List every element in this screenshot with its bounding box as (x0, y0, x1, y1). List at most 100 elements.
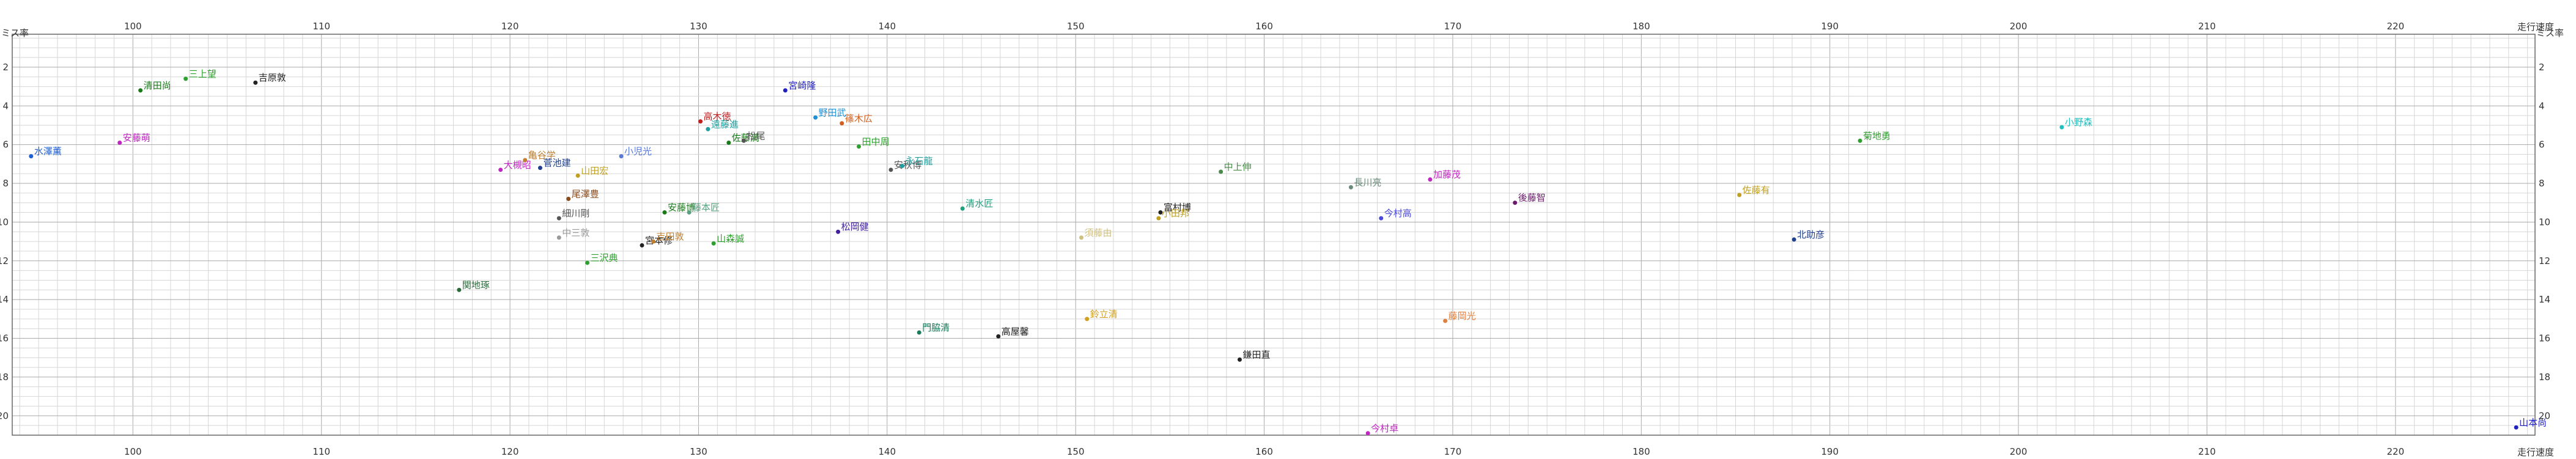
x-tick-label: 140 (879, 446, 896, 457)
x-tick-label: 150 (1067, 21, 1085, 32)
data-point (556, 216, 561, 221)
data-point (1858, 138, 1862, 143)
data-point-label: 高屋馨 (1002, 326, 1029, 337)
data-point-label: 三上望 (189, 68, 216, 79)
data-point (741, 138, 746, 143)
data-point-label: 篠木広 (845, 113, 873, 124)
y-axis-left-ticks: 2 4 6 8 10 12 14 16 18 20 (0, 62, 9, 421)
data-point-label: 永石龍 (906, 155, 933, 166)
x-axis-title-bottom: 走行速度 (2517, 447, 2554, 458)
data-point (457, 287, 462, 292)
data-point (498, 167, 503, 172)
chart-grid (12, 34, 2535, 436)
data-point-label: 尾澤豊 (572, 188, 599, 199)
data-point (117, 140, 122, 145)
data-point-label: 田中周 (862, 136, 890, 147)
y-tick-label: 2 (2, 62, 9, 73)
data-point-label: 清水匠 (965, 198, 993, 209)
data-point (1079, 235, 1083, 240)
data-point-label: 水澤薫 (34, 146, 62, 157)
data-point (1237, 357, 1242, 362)
data-point (783, 88, 788, 93)
x-tick-label: 180 (1633, 446, 1650, 457)
data-point-label: 中三敦 (562, 227, 589, 238)
data-point (857, 144, 862, 149)
y-tick-label: 20 (0, 410, 9, 421)
x-tick-label: 160 (1255, 21, 1273, 32)
data-point-label: 山森誠 (717, 233, 744, 244)
y-axis-title-right: ミス率 (2536, 28, 2564, 39)
data-point-label: 北助彦 (1797, 229, 1825, 240)
data-point (726, 140, 731, 145)
y-tick-label: 12 (0, 255, 9, 266)
data-point (996, 334, 1001, 339)
data-point-label: 佐藤有 (1743, 185, 1770, 196)
x-tick-label: 130 (690, 446, 707, 457)
data-point-label: 関地琢 (462, 279, 490, 290)
data-point-label: 門脇清 (922, 322, 950, 333)
y-tick-label: 16 (0, 333, 9, 344)
y-tick-label: 18 (0, 372, 9, 383)
data-point (1737, 193, 1742, 197)
data-point (706, 127, 710, 131)
data-point-label: 宮本修 (645, 235, 673, 246)
y-tick-label: 8 (2, 178, 9, 189)
data-point-label: 安藤萌 (123, 132, 150, 143)
data-point (1792, 237, 1796, 242)
y-tick-label: 2 (2539, 62, 2545, 73)
data-point (523, 158, 528, 163)
y-tick-label: 10 (0, 216, 9, 227)
y-tick-label: 14 (0, 294, 9, 305)
data-point-label: 後藤智 (1518, 193, 1546, 204)
data-point-label: 今村高 (1384, 208, 1412, 219)
data-point-label: 吉田敦 (656, 231, 684, 242)
x-tick-label: 100 (124, 21, 142, 32)
data-point-label: 今村卓 (1371, 423, 1398, 434)
data-point-label: 山田宏 (581, 165, 608, 176)
x-tick-label: 200 (2010, 446, 2028, 457)
data-point-label: 須藤由 (1084, 227, 1112, 238)
data-point-label: 小野森 (2065, 117, 2092, 128)
data-point (1379, 216, 1384, 221)
data-point-label: 宮崎隆 (788, 80, 816, 91)
data-point-label: 加藤茂 (1433, 169, 1461, 180)
data-point (888, 167, 893, 172)
data-point-label: 三沢典 (591, 252, 618, 263)
data-point (1513, 200, 1518, 205)
x-tick-label: 200 (2010, 21, 2028, 32)
y-tick-label: 20 (2539, 410, 2550, 421)
x-axis-title-top: 走行速度 (2517, 21, 2554, 32)
y-tick-label: 4 (2539, 100, 2545, 111)
x-tick-label: 110 (312, 446, 330, 457)
y-tick-label: 12 (2539, 255, 2550, 266)
data-point (253, 80, 258, 85)
y-tick-label: 8 (2539, 178, 2545, 189)
data-point (662, 210, 667, 215)
data-point (960, 206, 965, 211)
data-point (138, 88, 143, 93)
data-point-label: 小田邦 (1162, 208, 1189, 219)
data-point (698, 119, 703, 124)
data-point (1443, 318, 1448, 323)
data-point (1428, 177, 1433, 182)
x-tick-label: 210 (2198, 446, 2216, 457)
x-tick-label: 120 (501, 21, 519, 32)
data-point-label: 遠藤進 (711, 119, 739, 130)
data-point-label: 中上伸 (1224, 161, 1252, 172)
data-point (1158, 210, 1163, 215)
data-point (556, 235, 561, 240)
x-tick-label: 110 (312, 21, 330, 32)
y-tick-label: 4 (2, 100, 9, 111)
data-point (2059, 125, 2064, 130)
data-point-label: 亀谷学 (528, 150, 556, 161)
data-point (640, 243, 644, 248)
x-axis-bottom-ticks: 100 110 120 130 140 150 160 170 180 190 200 210 220 (124, 446, 2404, 457)
data-point (1156, 216, 1161, 221)
data-point (1219, 169, 1223, 174)
y-tick-label: 6 (2539, 139, 2545, 150)
data-point-label: 長川亮 (1354, 177, 1381, 188)
data-point-label: 鈴立清 (1090, 309, 1118, 320)
x-tick-label: 100 (124, 446, 142, 457)
